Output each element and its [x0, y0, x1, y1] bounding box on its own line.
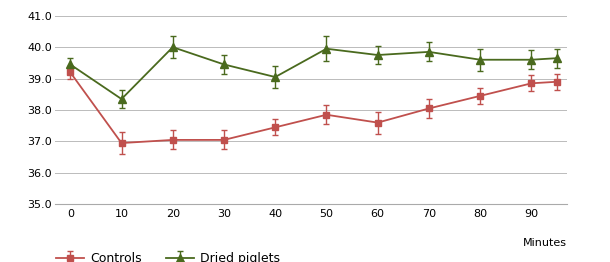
Text: Minutes: Minutes: [523, 238, 567, 248]
Legend: Controls, Dried piglets: Controls, Dried piglets: [56, 252, 280, 262]
